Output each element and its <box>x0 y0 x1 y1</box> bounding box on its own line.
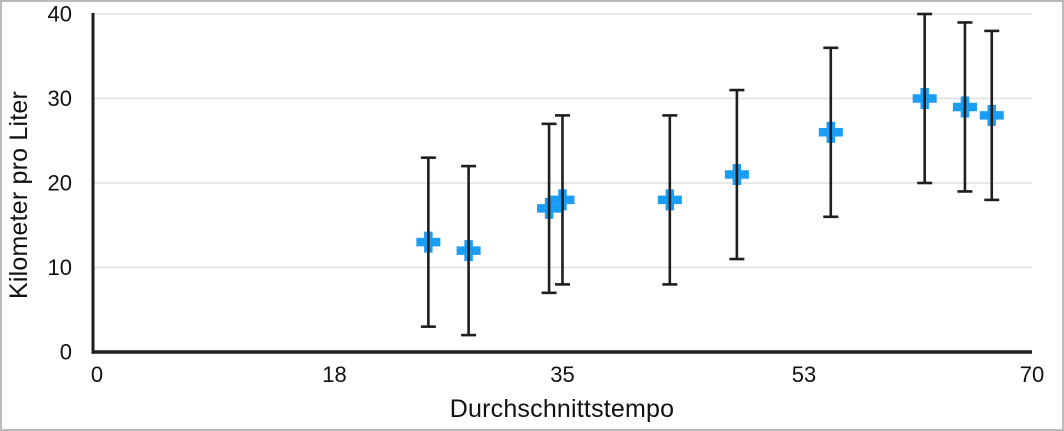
y-tick-label: 0 <box>60 340 72 365</box>
data-point <box>724 88 749 261</box>
x-tick-label: 18 <box>322 362 346 387</box>
data-point <box>456 164 481 337</box>
data-point <box>979 29 1004 202</box>
x-axis-title: Durchschnittstempo <box>450 395 675 423</box>
y-tick-label: 10 <box>48 255 72 280</box>
y-axis-title: Kilometer pro Liter <box>5 91 33 299</box>
data-point <box>416 156 441 328</box>
axes-layer <box>91 13 1032 354</box>
data-point <box>952 21 977 193</box>
data-point <box>657 114 682 286</box>
x-tick-label: 70 <box>1020 362 1044 387</box>
data-points-layer <box>416 12 1004 337</box>
data-point <box>537 122 562 295</box>
y-tick-label: 30 <box>48 86 72 111</box>
tick-labels-layer: 0 10 20 30 40 0 18 35 53 70 <box>48 2 1045 387</box>
data-point <box>550 114 575 286</box>
data-point <box>912 12 937 185</box>
y-tick-label: 40 <box>48 2 72 27</box>
data-point <box>818 46 843 219</box>
x-tick-label: 53 <box>792 362 816 387</box>
x-tick-label: 35 <box>550 362 574 387</box>
y-tick-label: 20 <box>48 171 72 196</box>
x-tick-label: 0 <box>91 362 103 387</box>
